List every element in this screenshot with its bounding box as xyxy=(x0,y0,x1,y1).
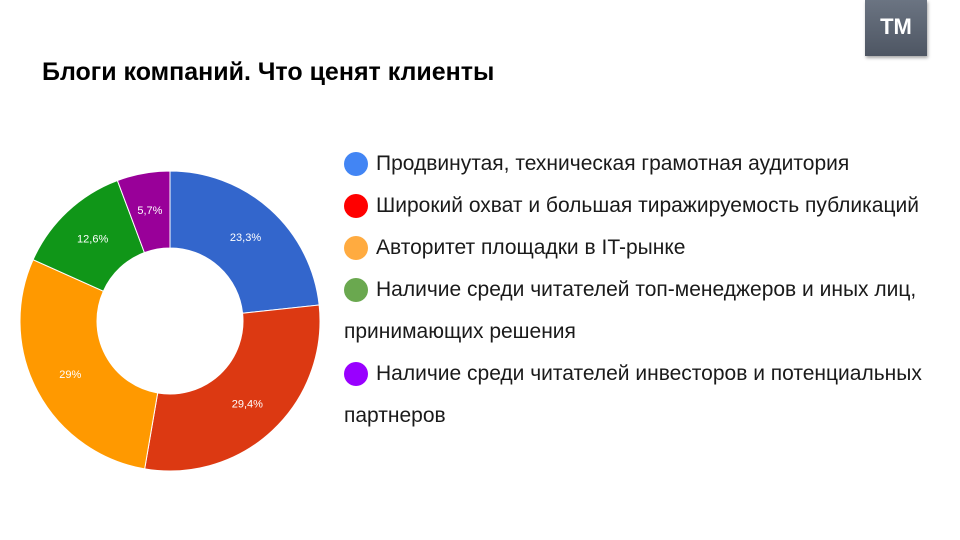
slice-label-3: 29% xyxy=(59,369,81,381)
chart-legend: Продвинутая, техническая грамотная аудит… xyxy=(344,143,954,437)
legend-label: Широкий охват и большая тиражируемость п… xyxy=(376,194,919,217)
slice-label-2: 29,4% xyxy=(232,398,263,410)
pie-slice-3 xyxy=(19,259,159,470)
legend-item-2: Широкий охват и большая тиражируемость п… xyxy=(344,185,954,227)
donut-chart: 23,3% 29,4% 29% 12,6% 5,7% xyxy=(19,170,321,472)
legend-item-3: Авторитет площадки в IT-рынке xyxy=(344,227,954,269)
slice-label-1: 23,3% xyxy=(230,232,261,244)
legend-label: Наличие среди читателей топ-менеджеров и… xyxy=(344,278,917,343)
tm-logo-text: TM xyxy=(880,14,912,39)
slice-label-5: 5,7% xyxy=(137,205,162,217)
legend-dot-icon xyxy=(344,236,368,260)
legend-dot-icon xyxy=(344,152,368,176)
legend-dot-icon xyxy=(344,194,368,218)
legend-item-4: Наличие среди читателей топ-менеджеров и… xyxy=(344,269,954,353)
slide-title: Блоги компаний. Что ценят клиенты xyxy=(42,58,495,86)
legend-label: Авторитет площадки в IT-рынке xyxy=(376,236,686,259)
legend-dot-icon xyxy=(344,362,368,386)
slice-label-4: 12,6% xyxy=(77,234,108,246)
legend-dot-icon xyxy=(344,278,368,302)
legend-item-1: Продвинутая, техническая грамотная аудит… xyxy=(344,143,954,185)
legend-label: Наличие среди читателей инвесторов и пот… xyxy=(344,362,922,427)
pie-slice-2 xyxy=(144,304,321,472)
pie-slice-5 xyxy=(116,170,171,254)
pie-slice-1 xyxy=(169,170,320,314)
tm-logo: TM xyxy=(865,0,927,56)
legend-item-5: Наличие среди читателей инвесторов и пот… xyxy=(344,353,954,437)
legend-label: Продвинутая, техническая грамотная аудит… xyxy=(376,152,850,175)
